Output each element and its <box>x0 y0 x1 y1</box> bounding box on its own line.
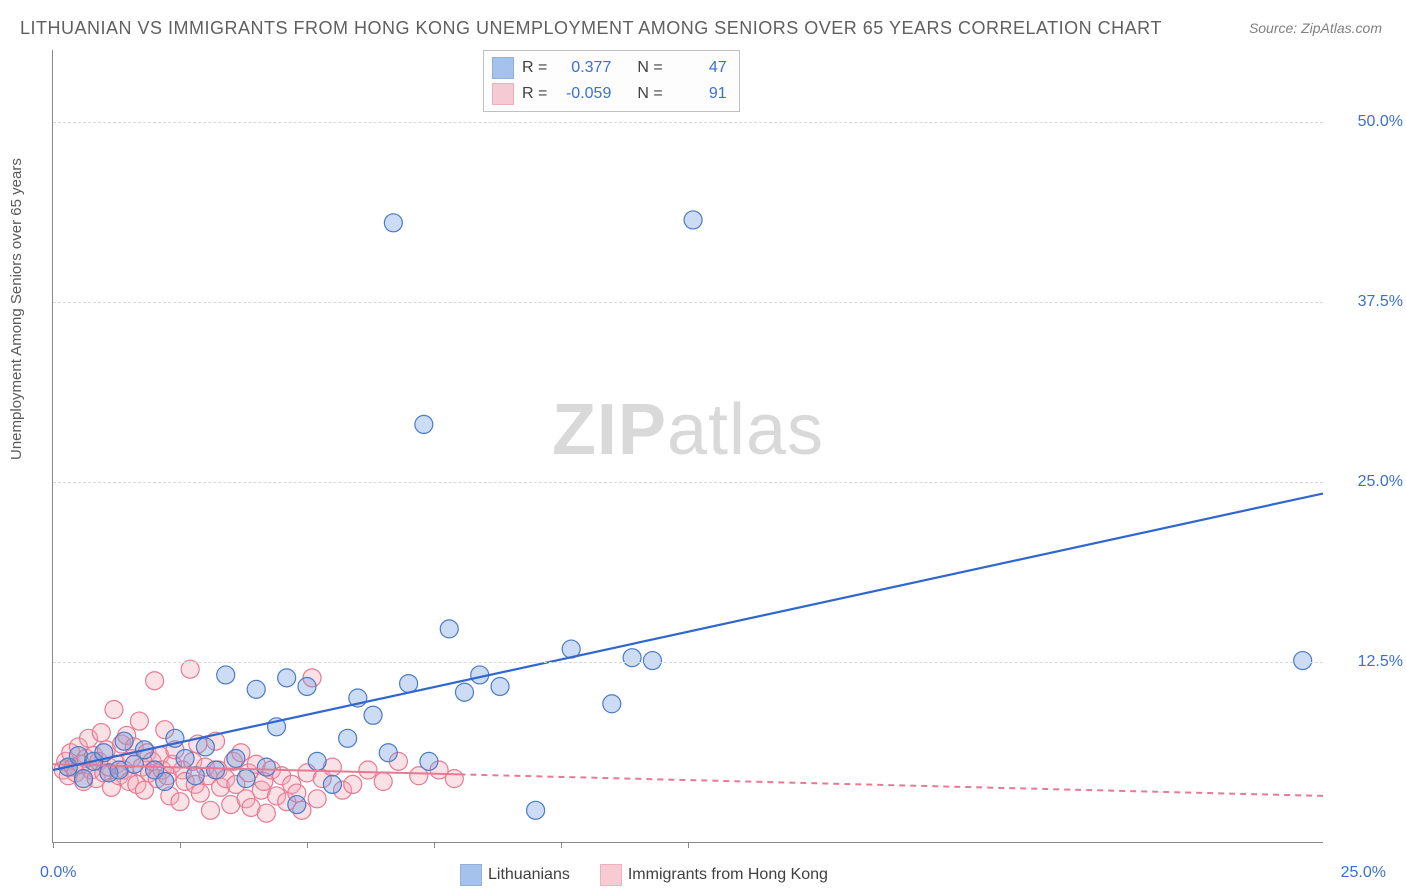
y-tick-label: 12.5% <box>1333 653 1403 671</box>
r-label: R = <box>522 85 547 103</box>
x-tick <box>53 842 54 848</box>
gridline <box>53 302 1323 303</box>
legend-swatch <box>460 864 482 886</box>
legend-label: Immigrants from Hong Kong <box>628 866 828 883</box>
data-point <box>374 773 392 791</box>
data-point <box>237 770 255 788</box>
legend-row: R = 0.377 N = 47 <box>492 55 727 81</box>
data-point <box>344 775 362 793</box>
legend-item: Immigrants from Hong Kong <box>600 864 828 886</box>
data-point <box>440 620 458 638</box>
data-point <box>92 724 110 742</box>
x-origin-label: 0.0% <box>40 864 76 882</box>
trend-line <box>53 494 1323 770</box>
data-point <box>445 770 463 788</box>
data-point <box>455 683 473 701</box>
legend-row: R = -0.059 N = 91 <box>492 81 727 107</box>
data-point <box>527 801 545 819</box>
data-point <box>308 752 326 770</box>
x-tick <box>561 842 562 848</box>
gridline <box>53 482 1323 483</box>
chart-title: LITHUANIAN VS IMMIGRANTS FROM HONG KONG … <box>20 18 1162 39</box>
data-point <box>364 706 382 724</box>
data-point <box>684 211 702 229</box>
data-point <box>257 758 275 776</box>
legend-item: Lithuanians <box>460 864 570 886</box>
data-point <box>146 672 164 690</box>
data-point <box>191 784 209 802</box>
data-point <box>217 666 235 684</box>
series-legend: Lithuanians Immigrants from Hong Kong <box>460 864 828 886</box>
gridline <box>53 122 1323 123</box>
legend-swatch <box>492 83 514 105</box>
n-label: N = <box>637 85 662 103</box>
data-point <box>308 790 326 808</box>
data-point <box>247 680 265 698</box>
data-point <box>156 773 174 791</box>
data-point <box>298 677 316 695</box>
trend-line-extrapolated <box>459 774 1323 796</box>
y-tick-label: 37.5% <box>1333 293 1403 311</box>
data-point <box>201 801 219 819</box>
data-point <box>207 761 225 779</box>
source-attribution: Source: ZipAtlas.com <box>1249 20 1382 36</box>
data-point <box>278 669 296 687</box>
data-point <box>359 761 377 779</box>
legend-label: Lithuanians <box>488 866 570 883</box>
data-point <box>186 767 204 785</box>
x-tick <box>434 842 435 848</box>
data-point <box>74 770 92 788</box>
data-point <box>176 749 194 767</box>
x-tick <box>180 842 181 848</box>
data-point <box>623 649 641 667</box>
n-value: 47 <box>671 59 727 77</box>
data-point <box>339 729 357 747</box>
scatter-svg <box>53 50 1323 842</box>
legend-swatch <box>600 864 622 886</box>
r-value: -0.059 <box>555 85 611 103</box>
y-tick-label: 50.0% <box>1333 113 1403 131</box>
data-point <box>227 749 245 767</box>
data-point <box>130 712 148 730</box>
data-point <box>257 804 275 822</box>
data-point <box>115 732 133 750</box>
x-tick <box>307 842 308 848</box>
data-point <box>420 752 438 770</box>
data-point <box>603 695 621 713</box>
plot-area: ZIPatlas R =0.377N =47R =-0.059N =91 12.… <box>52 50 1323 843</box>
data-point <box>643 652 661 670</box>
data-point <box>415 415 433 433</box>
data-point <box>384 214 402 232</box>
data-point <box>1294 652 1312 670</box>
data-point <box>171 793 189 811</box>
legend-swatch <box>492 57 514 79</box>
correlation-legend: R = 0.377 N = 47 R = -0.059 N = 91 <box>483 50 740 112</box>
data-point <box>323 775 341 793</box>
data-point <box>196 738 214 756</box>
y-axis-label: Unemployment Among Seniors over 65 years <box>8 158 25 460</box>
n-value: 91 <box>671 85 727 103</box>
data-point <box>491 677 509 695</box>
data-point <box>400 675 418 693</box>
x-tick <box>688 842 689 848</box>
y-tick-label: 25.0% <box>1333 473 1403 491</box>
r-label: R = <box>522 59 547 77</box>
data-point <box>379 744 397 762</box>
data-point <box>105 701 123 719</box>
data-point <box>288 796 306 814</box>
n-label: N = <box>637 59 662 77</box>
r-value: 0.377 <box>555 59 611 77</box>
x-max-label: 25.0% <box>1341 864 1386 882</box>
gridline <box>53 662 1323 663</box>
